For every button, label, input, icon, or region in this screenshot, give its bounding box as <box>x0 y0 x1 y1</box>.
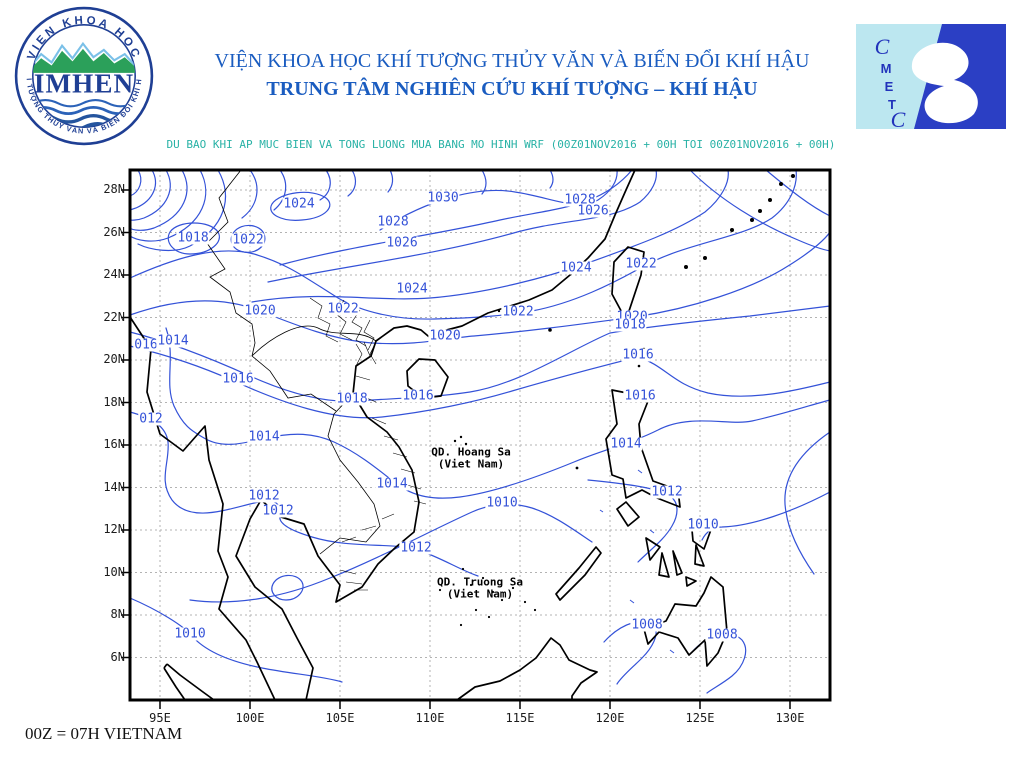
isobar-labels-layer: QD. Hoang Sa (Viet Nam) QD. Truong Sa (V… <box>130 170 830 700</box>
isobar-label: 012 <box>138 411 164 427</box>
center-title: TRUNG TÂM NGHIÊN CỨU KHÍ TƯỢNG – KHÍ HẬU <box>266 78 758 100</box>
timezone-note: 00Z = 07H VIETNAM <box>25 724 183 743</box>
truong-sa-name: QD. Truong Sa <box>436 575 524 589</box>
header-titles: VIỆN KHOA HỌC KHÍ TƯỢNG THỦY VĂN VÀ BIẾN… <box>160 50 864 101</box>
isobar-label: 1012 <box>247 488 281 504</box>
isobar-label: 1010 <box>173 626 207 642</box>
longitude-label: 105E <box>325 711 355 725</box>
place-label-truong-sa: QD. Truong Sa (Viet Nam) <box>436 575 524 600</box>
isobar-label: 1014 <box>247 429 281 445</box>
isobar-label: 1026 <box>385 235 419 251</box>
metc-s-shape <box>911 42 978 124</box>
longitude-label: 125E <box>685 711 715 725</box>
isobar-label: 1022 <box>326 301 360 317</box>
longitude-label: 100E <box>235 711 265 725</box>
isobar-label: 1010 <box>686 517 720 533</box>
map-frame <box>128 168 832 702</box>
institute-title: VIỆN KHOA HỌC KHÍ TƯỢNG THỦY VĂN VÀ BIẾN… <box>214 50 810 72</box>
imhen-wave-2 <box>32 105 132 115</box>
isobar-label: 1024 <box>559 260 593 276</box>
latitude-label: 8N <box>110 607 125 621</box>
isobar-label: 1012 <box>650 484 684 500</box>
latitude-label: 18N <box>103 394 125 409</box>
isobar-label: 1018 <box>335 391 369 407</box>
isobar-label: 1022 <box>231 232 265 248</box>
isobar-label: 1008 <box>630 617 664 633</box>
imhen-acronym: IMHEN <box>34 69 134 99</box>
latitude-label: 6N <box>110 649 125 664</box>
country-borders <box>206 169 381 555</box>
latitude-label: 20N <box>103 352 125 366</box>
isobar-label: 1020 <box>428 328 462 344</box>
longitude-label: 110E <box>415 711 445 725</box>
latitude-label: 10N <box>103 564 125 579</box>
axis-ticks <box>121 189 791 709</box>
longitude-label: 120E <box>595 711 625 725</box>
metc-letter-c-bottom: C <box>891 107 906 129</box>
forecast-subtitle: DU BAO KHI AP MUC BIEN VA TONG LUONG MUA… <box>166 138 836 151</box>
latitude-label: 24N <box>103 267 125 281</box>
isobar-label: 1016 <box>621 347 655 363</box>
latitude-label: 16N <box>103 437 125 451</box>
isobar-label: 1014 <box>156 333 190 349</box>
isobar-label: 1018 <box>176 230 210 246</box>
imhen-wave-1 <box>32 98 134 108</box>
map-canvas <box>121 168 832 709</box>
isobar-label: 1012 <box>399 540 433 556</box>
truong-sa-country: (Viet Nam) <box>446 587 514 600</box>
isobar-label: 1016 <box>623 388 657 404</box>
metc-letter-e: E <box>885 79 894 94</box>
longitude-label: 95E <box>149 711 171 725</box>
grid-lines <box>130 170 830 700</box>
isobar-label: 1020 <box>243 303 277 319</box>
isobar-label: 1014 <box>375 476 409 492</box>
rain-marks <box>599 469 675 654</box>
isobar-label: 016 <box>133 337 159 353</box>
longitude-label: 115E <box>505 711 535 725</box>
isobar-label: 1010 <box>485 495 519 511</box>
latitude-label: 22N <box>103 309 125 324</box>
metc-logo-svg: C M E T C <box>856 24 1006 132</box>
isobar-label: 1030 <box>426 190 460 206</box>
hoang-sa-country: (Viet Nam) <box>437 457 505 470</box>
coastlines <box>129 169 728 701</box>
isobar-label: 1022 <box>501 304 535 320</box>
weather-map: QD. Hoang Sa (Viet Nam) QD. Truong Sa (V… <box>90 168 880 750</box>
metc-letter-t: T <box>888 97 896 112</box>
hoang-sa-name: QD. Hoang Sa <box>431 445 511 459</box>
imhen-back-mountains <box>32 41 136 72</box>
isobar-label: 1024 <box>395 281 429 297</box>
imhen-mountains <box>32 48 136 73</box>
metc-logo: C M E T C <box>856 24 1006 132</box>
isobar-label: 1008 <box>705 627 739 643</box>
isobar-label: 1012 <box>261 503 295 519</box>
isobar-label: 1028 <box>376 214 410 230</box>
imhen-logo: IMHEN VIEN KHOA HOC KHÍ TƯỢNG THỦY VĂN V… <box>11 0 154 146</box>
isobar-label: 1022 <box>624 256 658 272</box>
metc-letter-c-top: C <box>875 34 890 59</box>
latitude-label: 14N <box>103 479 125 494</box>
isobar-label: 1016 <box>221 371 255 387</box>
longitude-label: 130E <box>775 711 805 725</box>
isobar-label: 1024 <box>282 196 316 212</box>
latitude-label: 28N <box>103 182 125 196</box>
isobar-label: 1028 <box>563 192 597 208</box>
isobar-label: 1018 <box>613 317 647 333</box>
latitude-label: 26N <box>103 224 125 239</box>
imhen-logo-svg: IMHEN VIEN KHOA HOC KHÍ TƯỢNG THỦY VĂN V… <box>11 0 154 146</box>
latitude-label: 12N <box>103 522 125 536</box>
place-label-hoang-sa: QD. Hoang Sa (Viet Nam) <box>431 445 511 470</box>
isobar-label: 1014 <box>609 436 643 452</box>
isobar-label: 1016 <box>401 388 435 404</box>
metc-letter-m: M <box>881 61 892 76</box>
isobar-label: 1026 <box>576 203 610 219</box>
